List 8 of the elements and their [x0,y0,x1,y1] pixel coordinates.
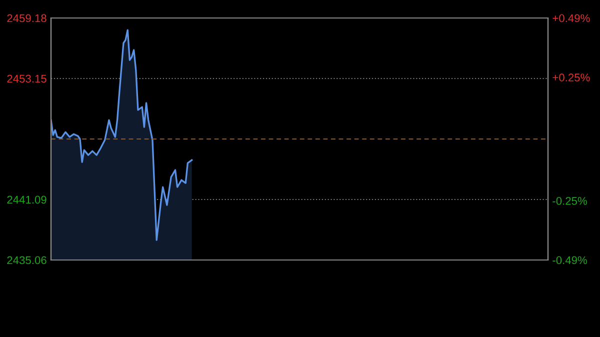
y2-tick-label: +0.49% [552,14,590,22]
y-tick-label: 2459.18 [7,14,46,22]
y2-tick-label: -0.49% [552,256,587,264]
y-tick-label: 2453.15 [7,74,46,83]
y-tick-label: 2435.06 [7,256,46,264]
y2-tick-label: +0.25% [552,74,590,82]
y-tick-label: 2441.09 [7,196,46,204]
y2-tick-label: -0.25% [552,197,587,205]
